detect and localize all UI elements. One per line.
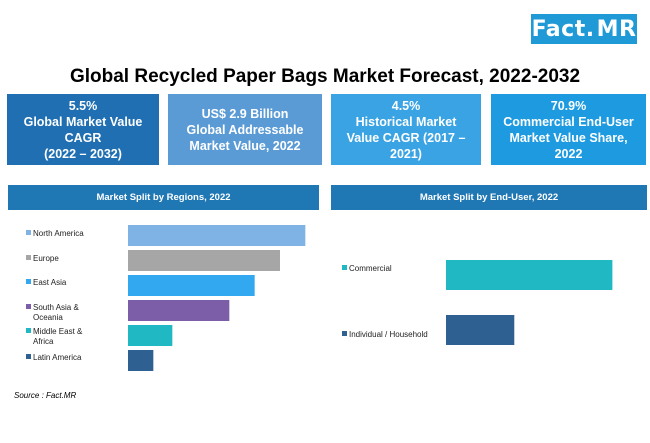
bar-europe bbox=[128, 250, 280, 271]
enduser-chart-title: Market Split by End-User, 2022 bbox=[331, 185, 647, 210]
legend-label-middle-east-africa: Middle East & bbox=[33, 327, 83, 336]
kpi-label-line: Value CAGR (2017 – bbox=[346, 130, 466, 145]
legend-swatch-commercial bbox=[342, 265, 347, 270]
bar-south-asia-oceania bbox=[128, 300, 230, 321]
kpi-value: US$ 2.9 Billion bbox=[201, 106, 289, 121]
bar-north-america bbox=[128, 225, 306, 246]
legend-label-europe: Europe bbox=[33, 254, 59, 263]
kpi-label-line: Commercial End-User bbox=[503, 114, 634, 129]
legend-swatch-east-asia bbox=[26, 279, 31, 284]
kpi-card-historical-cagr: 4.5% Historical Market Value CAGR (2017 … bbox=[331, 94, 481, 165]
legend-swatch-south-asia-oceania bbox=[26, 304, 31, 309]
kpi-label-line: 2021) bbox=[390, 146, 422, 161]
logo-text-dot: . bbox=[585, 16, 595, 42]
regions-chart-title: Market Split by Regions, 2022 bbox=[8, 185, 319, 210]
kpi-card-market-cagr: 5.5% Global Market Value CAGR (2022 – 20… bbox=[7, 94, 159, 165]
logo-text-fact: Fact bbox=[531, 16, 586, 42]
kpi-label-line: Global Market Value bbox=[23, 114, 143, 129]
legend-label-commercial: Commercial bbox=[349, 264, 392, 273]
legend-label-south-asia-oceania: South Asia & bbox=[33, 303, 79, 312]
legend-label-individual-household: Individual / Household bbox=[349, 330, 428, 339]
bar-latin-america bbox=[128, 350, 154, 371]
legend-swatch-north-america bbox=[26, 230, 31, 235]
legend-label-middle-east-africa: Africa bbox=[33, 337, 54, 346]
kpi-label-line: 2022 bbox=[554, 146, 583, 161]
legend-label-south-asia-oceania: Oceania bbox=[33, 313, 63, 322]
legend-label-east-asia: East Asia bbox=[33, 278, 67, 287]
page-title: Global Recycled Paper Bags Market Foreca… bbox=[69, 66, 581, 87]
factmr-logo: Fact. MR bbox=[531, 14, 637, 44]
legend-swatch-middle-east-africa bbox=[26, 328, 31, 333]
legend-label-latin-america: Latin America bbox=[33, 353, 82, 362]
kpi-label-line: Global Addressable bbox=[186, 122, 304, 137]
kpi-label-line: Market Value, 2022 bbox=[189, 138, 301, 153]
bar-commercial bbox=[446, 260, 613, 290]
legend-label-north-america: North America bbox=[33, 229, 84, 238]
legend-swatch-latin-america bbox=[26, 354, 31, 359]
source-note: Source : Fact.MR bbox=[14, 391, 77, 400]
bar-east-asia bbox=[128, 275, 255, 296]
kpi-value: 5.5% bbox=[68, 98, 98, 113]
kpi-label-line: CAGR bbox=[64, 130, 102, 145]
bar-individual-household bbox=[446, 315, 515, 345]
kpi-value: 70.9% bbox=[550, 98, 587, 113]
kpi-label-line: Historical Market bbox=[355, 114, 457, 129]
kpi-value: 4.5% bbox=[391, 98, 421, 113]
legend-swatch-individual-household bbox=[342, 331, 347, 336]
kpi-label-line: Market Value Share, bbox=[509, 130, 628, 145]
logo-text-mr: MR bbox=[596, 16, 637, 42]
bar-middle-east-africa bbox=[128, 325, 173, 346]
kpi-card-commercial-share: 70.9% Commercial End-User Market Value S… bbox=[491, 94, 646, 165]
legend-swatch-europe bbox=[26, 255, 31, 260]
kpi-label-line: (2022 – 2032) bbox=[44, 146, 122, 161]
kpi-card-market-value: US$ 2.9 Billion Global Addressable Marke… bbox=[168, 94, 322, 165]
